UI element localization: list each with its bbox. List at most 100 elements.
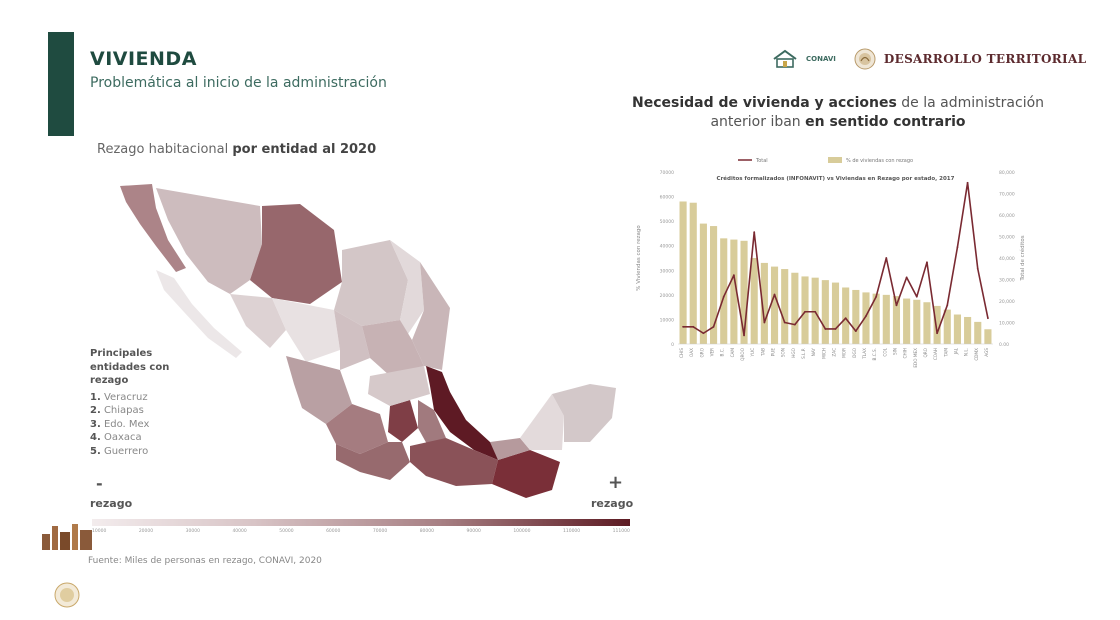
y-axis-label: % Viviendas con rezago — [636, 225, 642, 291]
map-region-edomex — [388, 400, 418, 442]
x-tick-label: TLAX — [862, 348, 867, 360]
map-region-baja-california — [120, 184, 186, 272]
bar — [831, 282, 840, 344]
line-point — [946, 304, 949, 307]
y2-tick-label: 10,000 — [999, 321, 1015, 327]
line-point — [956, 246, 959, 249]
bar — [781, 269, 789, 344]
bar — [964, 316, 972, 344]
eagle-seal-icon — [854, 48, 876, 70]
bar — [760, 262, 768, 344]
map-region-hidalgo-queretaro — [368, 366, 430, 406]
map-region-sonora — [156, 188, 262, 294]
x-tick-label: COAH — [933, 348, 938, 360]
bar — [953, 314, 961, 344]
line-point — [844, 317, 847, 320]
map-region-michoacan — [326, 404, 388, 454]
map-region-oaxaca — [410, 438, 498, 486]
map-region-zacatecas — [334, 310, 370, 370]
x-tick-label: N.L. — [964, 348, 969, 356]
line-point — [936, 332, 939, 335]
y2-tick-label: 20,000 — [999, 299, 1015, 305]
line-point — [814, 310, 817, 313]
line-point — [732, 274, 735, 277]
x-tick-label: YUC — [750, 348, 755, 358]
chart-heading-bold-2: en sentido contrario — [805, 114, 966, 130]
line-point — [824, 328, 827, 330]
x-tick-label: MICH — [821, 348, 826, 359]
skyline-icon — [42, 524, 92, 550]
desarrollo-logo-text: DESARROLLO TERRITORIAL — [883, 52, 1087, 66]
scale-tick-label: 70000 — [372, 529, 388, 534]
logo-group: CONAVI DESARROLLO TERRITORIAL — [772, 48, 1086, 70]
map-region-campeche — [520, 394, 564, 450]
bar — [679, 201, 687, 344]
chart-inner-title: Créditos formalizados (INFONAVIT) vs Viv… — [717, 175, 955, 182]
y-tick-label: 20000 — [660, 293, 674, 299]
chart-heading: Necesidad de vivienda y acciones de la a… — [628, 94, 1048, 132]
y-tick-label: 0 — [671, 342, 674, 348]
x-tick-label: S.L.P. — [801, 348, 806, 359]
scale-tick-label: 90000 — [466, 529, 481, 534]
scale-tick-label: 20000 — [138, 529, 154, 534]
house-logo-icon — [773, 49, 797, 68]
map-region-sinaloa — [230, 294, 286, 348]
line-point — [905, 276, 908, 279]
source-note: Fuente: Miles de personas en rezago, CON… — [88, 556, 322, 566]
color-scale-bar — [92, 519, 630, 526]
legend-item: 5. Guerrero — [90, 445, 149, 457]
bar — [933, 305, 941, 344]
bar — [852, 289, 860, 344]
scale-tick-label: 40000 — [232, 529, 247, 534]
line-point — [763, 321, 766, 324]
bar — [903, 298, 911, 344]
legend-item: 4. Oaxaca — [90, 432, 142, 443]
map-heading-bold: por entidad al 2020 — [232, 142, 377, 157]
chart-heading-normal: de la administración anterior iban — [710, 95, 1045, 130]
line-point — [753, 231, 756, 234]
bar — [710, 226, 718, 344]
line-point — [743, 334, 745, 337]
line-point — [915, 295, 918, 298]
y-tick-label: 10000 — [660, 317, 674, 323]
map-region-baja-california-sur — [156, 270, 242, 358]
map-region-nuevo-leon — [390, 240, 424, 334]
scale-minus-symbol: - — [96, 474, 103, 493]
x-tick-label: SON — [781, 348, 786, 357]
page-subtitle: Problemática al inicio de la administrac… — [90, 75, 387, 91]
y-tick-label: 70000 — [660, 170, 674, 176]
conavi-logo-text: CONAVI — [806, 55, 836, 63]
bar — [811, 277, 819, 344]
x-tick-label: DGO — [852, 347, 857, 357]
x-tick-label: VER — [710, 348, 715, 357]
bar — [770, 266, 779, 344]
map-legend: Principales entidades con rezago 1. Vera… — [90, 347, 185, 458]
scale-minus-label: rezago — [90, 497, 133, 510]
line-point — [702, 332, 705, 335]
page-title: VIVIENDA — [90, 48, 197, 70]
map-region-slp — [362, 320, 424, 376]
x-tick-label: COL — [882, 347, 887, 356]
map-region-jalisco — [286, 356, 352, 424]
x-tick-label: B.C. — [720, 348, 725, 356]
bar — [882, 294, 890, 344]
line-point — [712, 325, 715, 328]
scale-tick-label: 110000 — [562, 529, 581, 534]
line-point — [834, 328, 837, 330]
y2-tick-label: 0.00 — [999, 342, 1009, 348]
line-point — [885, 257, 888, 259]
bar — [984, 329, 992, 344]
x-tick-label: GRO — [699, 347, 704, 357]
desarrollo-logo: DESARROLLO TERRITORIAL — [884, 52, 1086, 66]
bar — [842, 287, 850, 344]
bar — [730, 239, 738, 344]
x-tick-label: PUE — [771, 348, 776, 357]
x-tick-label: NAY — [811, 348, 816, 357]
bar — [801, 276, 809, 344]
line-point — [692, 325, 695, 328]
map-region-tabasco — [490, 438, 530, 460]
map-region-tamaulipas — [412, 262, 450, 370]
bar — [913, 299, 921, 344]
color-scale-ticks: 10000 20000 30000 40000 50000 60000 70000 80000… — [92, 529, 630, 534]
x-tick-label: SIN — [892, 348, 897, 355]
